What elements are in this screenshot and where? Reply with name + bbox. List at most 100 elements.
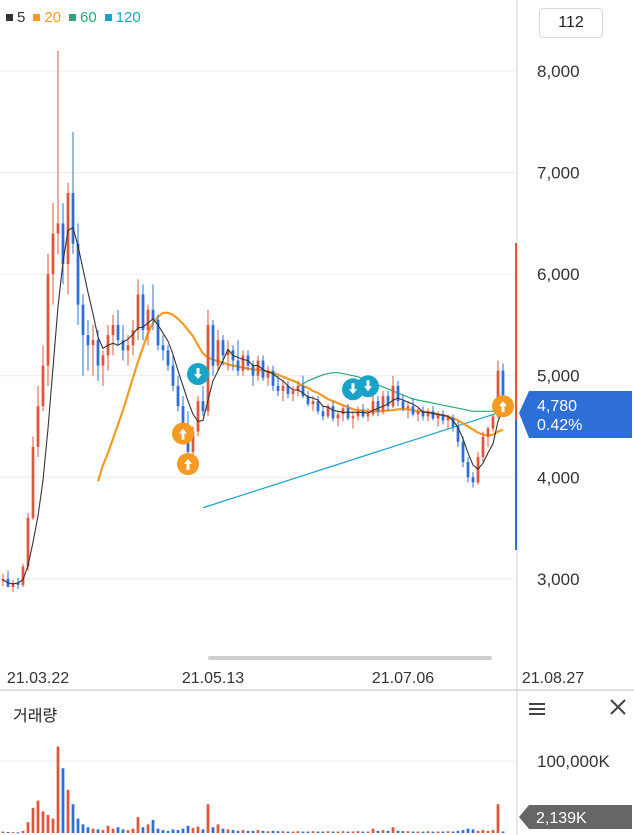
volume-title: 거래량	[13, 708, 58, 725]
volume-bar	[291, 831, 295, 833]
signal-arrow	[184, 459, 192, 465]
candle-body	[386, 396, 390, 407]
volume-bar	[156, 828, 160, 833]
candle-body	[496, 370, 500, 417]
x-tick-label: 21.07.06	[372, 670, 434, 687]
volume-bar	[386, 830, 390, 833]
candle-body	[16, 582, 20, 585]
volume-bar	[111, 828, 115, 833]
volume-bar	[221, 828, 225, 833]
volume-current-box: 2,139K	[519, 805, 632, 829]
candle-body	[241, 355, 245, 371]
x-tick-label: 21.08.27	[522, 670, 584, 687]
candle-body	[1, 578, 5, 581]
candle-body	[136, 294, 140, 331]
menu-icon[interactable]	[527, 699, 547, 719]
price-y-axis: 3,000 4,000 5,000 6,000 7,000 8,000	[537, 62, 580, 589]
buy-signal-icon	[492, 395, 514, 418]
current-price-box: 4,780 0.42%	[519, 391, 632, 438]
candle-body	[91, 340, 95, 346]
legend-ma5[interactable]: 5	[6, 9, 25, 26]
volume-bar	[371, 828, 375, 833]
candle-body	[46, 274, 50, 366]
candle-body	[76, 243, 80, 305]
volume-bar	[311, 831, 315, 833]
sell-signal-icon	[187, 363, 209, 386]
legend-ma60[interactable]: 60	[69, 9, 97, 26]
candle-body	[131, 330, 135, 346]
period-input[interactable]: 112	[539, 8, 603, 38]
volume-bar	[141, 827, 145, 833]
close-icon[interactable]	[608, 697, 628, 717]
candle-body	[441, 414, 445, 421]
candle-body	[461, 441, 465, 463]
volume-bar	[146, 824, 150, 833]
volume-bar	[461, 830, 465, 833]
candle-body	[456, 426, 460, 442]
volume-bar	[346, 831, 350, 833]
volume-bar	[456, 830, 460, 833]
volume-bar	[476, 830, 480, 833]
candle-body	[121, 340, 125, 351]
y-tick-label: 6,000	[537, 265, 580, 284]
y-tick-label: 7,000	[537, 164, 580, 183]
volume-bar	[41, 811, 45, 833]
candle-body	[341, 408, 345, 415]
candle-body	[196, 401, 200, 432]
volume-bar	[376, 830, 380, 833]
x-tick-label: 21.03.22	[7, 670, 69, 687]
sell-signal-icon	[357, 375, 379, 398]
candle-body	[321, 411, 325, 417]
signal-arrow	[179, 428, 187, 434]
volume-bar	[426, 831, 430, 833]
legend-ma120[interactable]: 120	[104, 9, 141, 26]
candle-body	[421, 411, 425, 417]
legend-ma20[interactable]: 20	[33, 9, 61, 26]
volume-bar	[296, 831, 300, 833]
volume-bar	[321, 831, 325, 833]
volume-bar	[86, 827, 90, 833]
volume-bar	[401, 831, 405, 833]
candle-body	[271, 370, 275, 386]
candle-body	[281, 385, 285, 391]
candle-body	[161, 345, 165, 351]
volume-bar	[416, 831, 420, 833]
volume-bar	[71, 804, 75, 833]
candle-body	[81, 304, 85, 336]
volume-bar	[176, 830, 180, 833]
candle-body	[31, 446, 35, 518]
volume-bar	[486, 830, 490, 833]
volume-bar	[211, 827, 215, 833]
candle-body	[486, 428, 490, 437]
volume-bar	[236, 830, 240, 833]
volume-bar	[226, 829, 230, 833]
volume-bar	[256, 830, 260, 833]
candle-body	[26, 517, 30, 567]
ma60-path	[297, 372, 503, 412]
signal-arrow-shaft	[351, 383, 355, 391]
volume-bar	[466, 828, 470, 833]
candle-body	[396, 385, 400, 402]
candle-body	[111, 324, 115, 336]
volume-bar	[316, 831, 320, 833]
candle-body	[326, 406, 330, 417]
volume-bar	[241, 830, 245, 833]
volume-bar	[181, 828, 185, 833]
candle-body	[51, 233, 55, 275]
scroll-thumb[interactable]	[208, 656, 492, 660]
volume-bar	[201, 829, 205, 833]
candle-body	[416, 411, 420, 415]
volume-bar	[191, 827, 195, 833]
volume-bar	[366, 831, 370, 833]
x-tick-label: 21.05.13	[182, 670, 244, 687]
signal-arrow	[499, 401, 507, 407]
volume-bar	[306, 831, 310, 833]
volume-bar	[136, 817, 140, 833]
signal-markers	[172, 363, 514, 476]
candle-body	[306, 396, 310, 405]
candle-body	[151, 309, 155, 320]
candle-body	[426, 411, 430, 417]
volume-bar	[46, 815, 50, 833]
